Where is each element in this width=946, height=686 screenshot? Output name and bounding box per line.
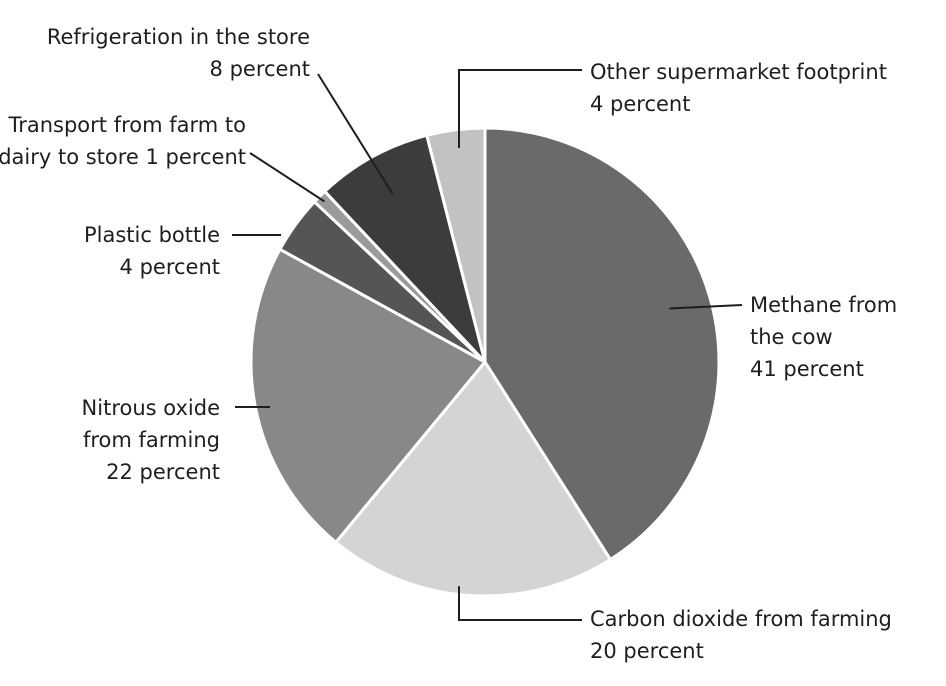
leader-lines xyxy=(232,69,743,621)
pie-slice-carbon-dioxide-from-farming xyxy=(334,360,612,598)
leader-line-refrigeration xyxy=(317,73,394,195)
label-transport-from-farm-to-dairy-to-store: Transport from farm to dairy to store 1 … xyxy=(0,113,246,169)
label-refrigeration-in-the-store: Refrigeration in the store 8 percent xyxy=(46,25,310,81)
leader-line-methane xyxy=(669,304,743,310)
leader-line-carbon-dioxide xyxy=(458,586,582,621)
pie-slice-other-supermarket-footprint xyxy=(425,126,487,364)
leader-line-transport xyxy=(249,152,326,203)
label-carbon-dioxide-from-farming: Carbon dioxide from farming 20 percent xyxy=(590,607,892,663)
label-nitrous-oxide-from-farming: Nitrous oxide from farming 22 percent xyxy=(81,396,220,484)
pie-slice-nitrous-oxide-from-farming xyxy=(249,247,487,544)
leader-line-other-supermarket xyxy=(458,69,582,148)
pie-slices xyxy=(249,126,721,598)
label-plastic-bottle: Plastic bottle 4 percent xyxy=(84,223,220,279)
label-methane-from-the-cow: Methane from the cow 41 percent xyxy=(750,293,898,381)
label-other-supermarket-footprint: Other supermarket footprint 4 percent xyxy=(590,60,887,116)
pie-slice-refrigeration-in-the-store xyxy=(323,133,487,364)
